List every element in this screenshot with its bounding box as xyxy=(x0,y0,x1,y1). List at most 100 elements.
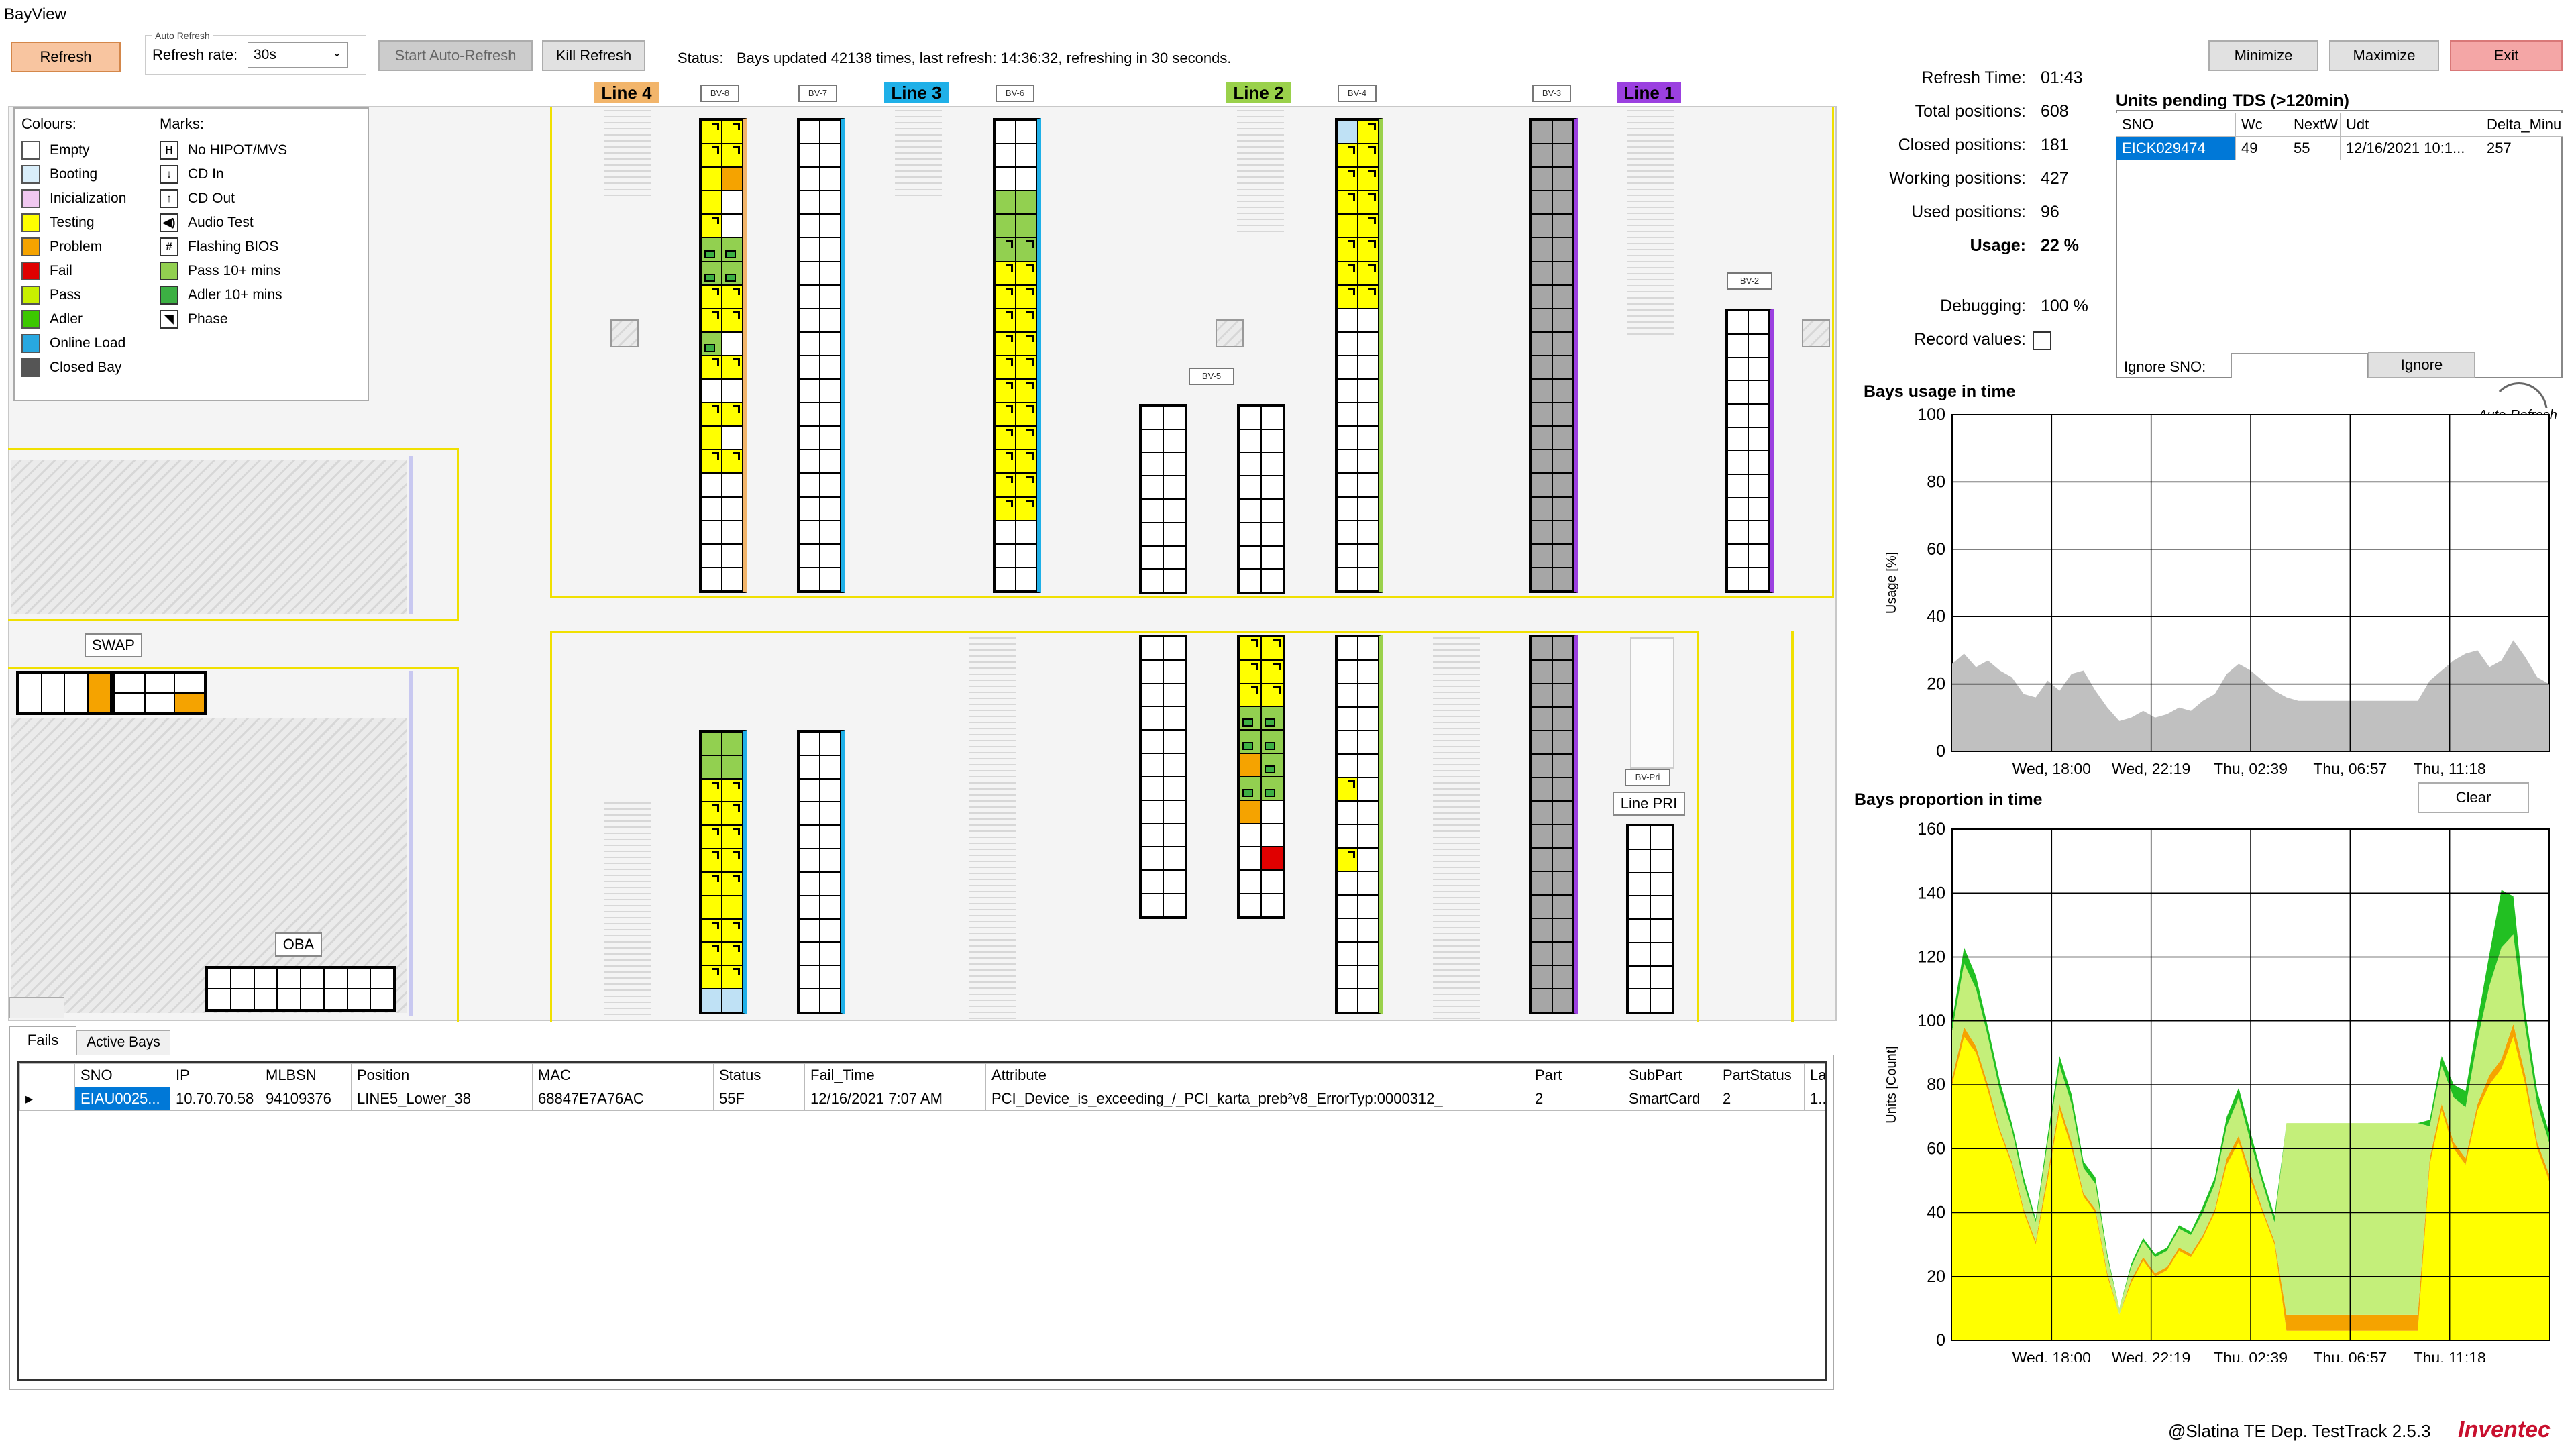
bay-cell[interactable] xyxy=(1358,521,1378,543)
bay-cell[interactable] xyxy=(722,238,742,261)
bay-cell[interactable] xyxy=(1358,778,1378,800)
bay-cell[interactable] xyxy=(1651,873,1672,896)
ignore-sno-input[interactable] xyxy=(2231,353,2368,378)
bay-cell[interactable] xyxy=(1164,800,1185,823)
bay-cell[interactable] xyxy=(1651,966,1672,989)
bay-cell[interactable] xyxy=(1553,684,1572,706)
bay-cell[interactable] xyxy=(820,896,840,918)
bay-cell[interactable] xyxy=(722,779,742,802)
bay-cell[interactable] xyxy=(1016,474,1036,496)
bay-cell[interactable] xyxy=(1262,894,1283,916)
bay-cell[interactable] xyxy=(1358,544,1378,567)
bay-cell[interactable] xyxy=(1262,731,1283,753)
bay-cell[interactable] xyxy=(702,989,721,1012)
bay-cell[interactable] xyxy=(1240,777,1260,800)
bay-cell[interactable] xyxy=(1338,497,1357,520)
bay-cell[interactable] xyxy=(1532,450,1552,473)
bay-cell[interactable] xyxy=(996,238,1015,261)
bay-cell[interactable] xyxy=(1016,121,1036,144)
bay-cell[interactable] xyxy=(1164,429,1185,452)
bay-cell[interactable] xyxy=(820,733,840,755)
bay-cell[interactable] xyxy=(1262,429,1283,452)
column-header-fail-time[interactable]: Fail_Time xyxy=(804,1063,986,1087)
bay-cell[interactable] xyxy=(1262,660,1283,683)
exit-button[interactable]: Exit xyxy=(2450,40,2563,71)
bay-cell[interactable] xyxy=(820,168,840,191)
bay-cell[interactable] xyxy=(1532,403,1552,426)
bay-cell[interactable] xyxy=(1532,332,1552,355)
bay-cell[interactable] xyxy=(1262,407,1283,429)
panel-corner-control[interactable] xyxy=(9,997,64,1018)
bay-cell[interactable] xyxy=(1358,356,1378,379)
bay-cell[interactable] xyxy=(722,733,742,755)
bay-cell[interactable] xyxy=(1338,144,1357,167)
bay-cell[interactable] xyxy=(722,943,742,965)
bay-cell[interactable] xyxy=(820,521,840,543)
bay-cell[interactable] xyxy=(1358,215,1378,237)
bay-cell[interactable] xyxy=(996,332,1015,355)
bay-cell[interactable] xyxy=(820,144,840,167)
bay-cell[interactable] xyxy=(1016,544,1036,567)
bay-cell[interactable] xyxy=(996,403,1015,426)
bay-cell[interactable] xyxy=(1532,356,1552,379)
bay-cell[interactable] xyxy=(1532,849,1552,871)
bay-cell[interactable] xyxy=(1240,453,1260,476)
bay-cell[interactable] xyxy=(1553,943,1572,965)
bay-cell[interactable] xyxy=(1142,777,1163,800)
bay-cell[interactable] xyxy=(1262,871,1283,894)
bay-cell[interactable] xyxy=(1142,637,1163,659)
bay-cell[interactable] xyxy=(1240,800,1260,823)
bay-cell[interactable] xyxy=(1164,731,1185,753)
bay-cell[interactable] xyxy=(800,755,819,778)
bay-cell[interactable] xyxy=(1016,238,1036,261)
bay-cell[interactable] xyxy=(996,144,1015,167)
bay-cell[interactable] xyxy=(722,989,742,1012)
bay-cell[interactable] xyxy=(820,121,840,144)
bay-cell[interactable] xyxy=(1338,896,1357,918)
bay-cell[interactable] xyxy=(1262,637,1283,659)
bay-cell[interactable] xyxy=(1338,121,1357,144)
bay-cell[interactable] xyxy=(702,403,721,426)
bay-cell[interactable] xyxy=(1749,568,1768,590)
bay-cell[interactable] xyxy=(1651,849,1672,872)
bay-cell[interactable] xyxy=(800,121,819,144)
bay-cell[interactable] xyxy=(996,191,1015,214)
bay-cell[interactable] xyxy=(722,802,742,825)
bay-cell[interactable] xyxy=(1338,568,1357,590)
bay-cell[interactable] xyxy=(722,450,742,473)
bay-cell[interactable] xyxy=(702,168,721,191)
bay-cell[interactable] xyxy=(1142,429,1163,452)
bay-cell[interactable] xyxy=(800,356,819,379)
bay-cell[interactable] xyxy=(1016,285,1036,308)
bay-cell[interactable] xyxy=(1553,285,1572,308)
bay-cell[interactable] xyxy=(800,826,819,849)
bay-cell[interactable] xyxy=(800,943,819,965)
bay-cell[interactable] xyxy=(820,872,840,895)
bay-cell[interactable] xyxy=(1651,943,1672,965)
bay-cell[interactable] xyxy=(702,238,721,261)
bay-cell[interactable] xyxy=(722,849,742,871)
bay-cell[interactable] xyxy=(1016,521,1036,543)
bay-cell[interactable] xyxy=(820,238,840,261)
column-header-udt[interactable]: Udt xyxy=(2340,113,2481,137)
bay-cell[interactable] xyxy=(1358,427,1378,449)
bay-cell[interactable] xyxy=(800,474,819,496)
bay-cell[interactable] xyxy=(1142,754,1163,776)
bay-cell[interactable] xyxy=(1553,802,1572,824)
bay-cell[interactable] xyxy=(1651,989,1672,1012)
bay-cell[interactable] xyxy=(800,403,819,426)
bay-cell[interactable] xyxy=(820,356,840,379)
bay-cell[interactable] xyxy=(1142,731,1163,753)
bay-cell[interactable] xyxy=(1728,451,1748,474)
bay-cell[interactable] xyxy=(1358,684,1378,706)
bay-cell[interactable] xyxy=(1553,168,1572,191)
bay-cell[interactable] xyxy=(722,521,742,543)
kill-refresh-button[interactable]: Kill Refresh xyxy=(542,40,645,71)
bay-cell[interactable] xyxy=(1338,380,1357,402)
bay-cell[interactable] xyxy=(1553,637,1572,659)
bay-cell[interactable] xyxy=(722,474,742,496)
bay-cell[interactable] xyxy=(1338,661,1357,683)
bay-cell[interactable] xyxy=(1164,707,1185,730)
bay-cell[interactable] xyxy=(1016,568,1036,590)
bay-cell[interactable] xyxy=(702,144,721,167)
